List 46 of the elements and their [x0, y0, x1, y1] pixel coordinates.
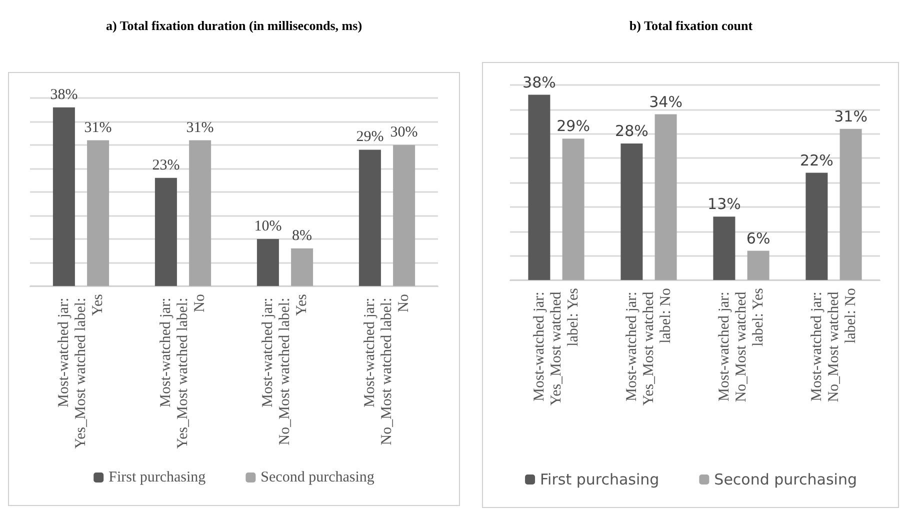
- bar: [291, 248, 314, 286]
- data-label: 34%: [649, 92, 682, 111]
- data-label: 29%: [556, 117, 590, 136]
- data-label: 28%: [615, 122, 648, 140]
- data-label: 23%: [152, 157, 180, 174]
- data-label: 38%: [50, 86, 78, 103]
- legend-label: Second purchasing: [260, 470, 375, 486]
- bar: [358, 150, 381, 286]
- x-tick-label: Most-watched jar: Yes_Most watched label: Yes: [56, 294, 106, 449]
- bar: [154, 178, 177, 286]
- data-label: 31%: [186, 120, 214, 136]
- bar: [528, 94, 550, 280]
- bar: [713, 216, 736, 280]
- bar: [189, 140, 212, 286]
- data-label: 6%: [746, 229, 770, 248]
- bar: [256, 239, 279, 286]
- x-tick-label: Most-watched jar: No_Most watched label: No: [362, 294, 412, 446]
- chart-title: a) Total fixation duration (in milliseconds, ms): [106, 18, 362, 33]
- data-label: 31%: [834, 107, 868, 126]
- x-tick-label: Most-watched jar: No_Most watched label: No: [808, 288, 859, 402]
- legend-label: Second purchasing: [714, 470, 857, 488]
- x-tick-label: Most-watched jar: Yes_Most watched label: Yes: [531, 288, 582, 406]
- data-label: 13%: [708, 195, 741, 214]
- bar: [620, 144, 643, 280]
- bar: [840, 128, 862, 280]
- data-label: 8%: [292, 228, 312, 244]
- legend-label: First purchasing: [108, 470, 206, 486]
- data-label: 31%: [84, 120, 112, 136]
- x-tick-label: Most-watched jar: No_Most watched label: Yes: [716, 288, 766, 402]
- bar: [747, 250, 770, 280]
- data-label: 29%: [356, 129, 384, 146]
- x-tick-label: Most-watched jar: Yes_Most watched label: No: [624, 288, 674, 406]
- bar: [654, 114, 677, 280]
- data-label: 22%: [800, 151, 834, 170]
- data-label: 10%: [254, 218, 282, 234]
- bar: [393, 145, 416, 286]
- chart-title: b) Total fixation count: [629, 18, 754, 33]
- x-tick-label: Most-watched jar: Yes_Most watched label: No: [158, 294, 208, 449]
- bar: [806, 172, 828, 280]
- legend-label: First purchasing: [540, 470, 660, 488]
- data-label: 30%: [390, 124, 418, 140]
- x-tick-label: Most-watched jar: No_Most watched label: Yes: [260, 294, 310, 446]
- bar: [562, 138, 584, 280]
- bar: [87, 140, 110, 286]
- bar: [52, 107, 75, 286]
- data-label: 38%: [522, 73, 556, 92]
